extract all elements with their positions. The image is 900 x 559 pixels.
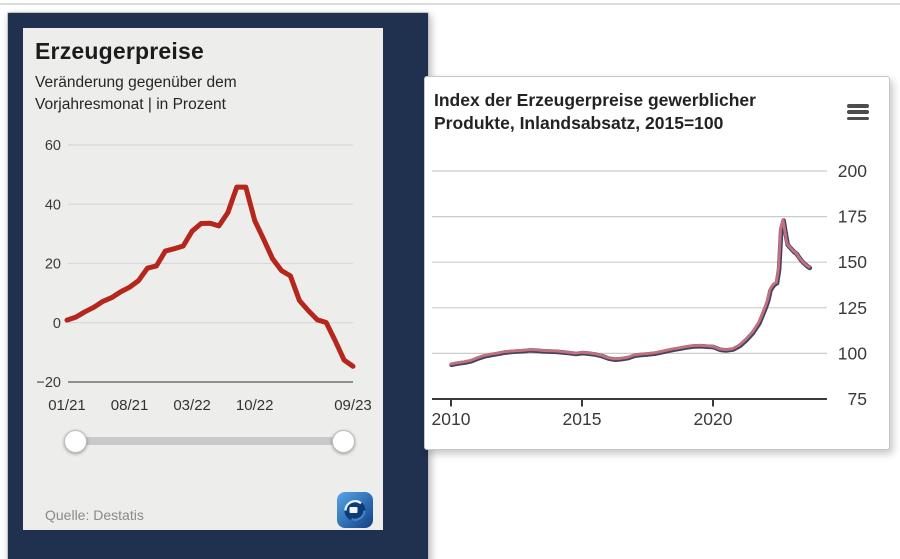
y-tick-label: 20 — [45, 257, 61, 273]
index-line-outline — [449, 218, 813, 368]
left-card-panel: Erzeugerpreise Veränderung gegenüber dem… — [23, 28, 383, 530]
right-card: Index der Erzeugerpreise gewerblicher Pr… — [424, 76, 890, 450]
left-chart-subtitle-line2: Vorjahresmonat | in Prozent — [35, 95, 226, 113]
producer-price-line — [64, 184, 356, 369]
y-tick-label: 60 — [45, 138, 61, 154]
right-chart-title-line2: Produkte, Inlandsabsatz, 2015=100 — [434, 113, 724, 134]
y-tick-label: 75 — [848, 389, 867, 409]
x-tick-label: 2020 — [694, 409, 733, 429]
left-chart-title: Erzeugerpreise — [35, 38, 204, 64]
slider-handle-left[interactable] — [64, 430, 87, 453]
left-chart-subtitle: Veränderung gegenüber dem Vorjahresmonat… — [35, 72, 237, 115]
x-tick-label: 08/21 — [111, 397, 149, 414]
x-tick-label: 01/21 — [48, 397, 86, 414]
tagesschau-logo-icon — [337, 492, 373, 528]
left-chart-svg[interactable]: 60 40 20 0 −20 01/21 08/21 03/22 10/22 09/23 — [23, 28, 383, 530]
y-tick-label: 40 — [45, 197, 61, 213]
hamburger-bar — [847, 110, 869, 114]
y-tick-label: −20 — [36, 375, 61, 391]
hamburger-bar — [847, 116, 869, 121]
slider-track[interactable] — [75, 437, 343, 445]
x-tick-label: 10/22 — [236, 397, 274, 414]
y-tick-label: 0 — [53, 316, 61, 332]
right-chart-svg[interactable]: 200 175 150 125 100 75 2010 2015 2020 — [425, 77, 889, 449]
page-top-rule — [0, 3, 900, 5]
x-tick-label: 2010 — [432, 409, 471, 429]
y-tick-label: 150 — [838, 252, 867, 272]
left-chart-subtitle-line1: Veränderung gegenüber dem — [35, 74, 237, 91]
y-tick-label: 200 — [838, 161, 867, 181]
hamburger-bar — [847, 104, 869, 108]
hamburger-menu-icon[interactable] — [847, 104, 869, 122]
right-chart-title: Index der Erzeugerpreise gewerblicher Pr… — [434, 89, 804, 135]
slider-handle-right[interactable] — [332, 430, 355, 453]
x-tick-label: 2015 — [563, 409, 602, 429]
source-label: Quelle: Destatis — [45, 507, 144, 523]
x-tick-label: 03/22 — [173, 397, 211, 414]
x-tick-label: 09/23 — [334, 397, 372, 414]
left-card: Erzeugerpreise Veränderung gegenüber dem… — [7, 12, 429, 559]
y-tick-label: 100 — [838, 343, 867, 363]
y-tick-label: 125 — [838, 298, 867, 318]
y-tick-label: 175 — [838, 207, 867, 227]
right-chart-title-line1: Index der Erzeugerpreise gewerblicher — [434, 90, 756, 110]
index-line — [449, 218, 811, 366]
